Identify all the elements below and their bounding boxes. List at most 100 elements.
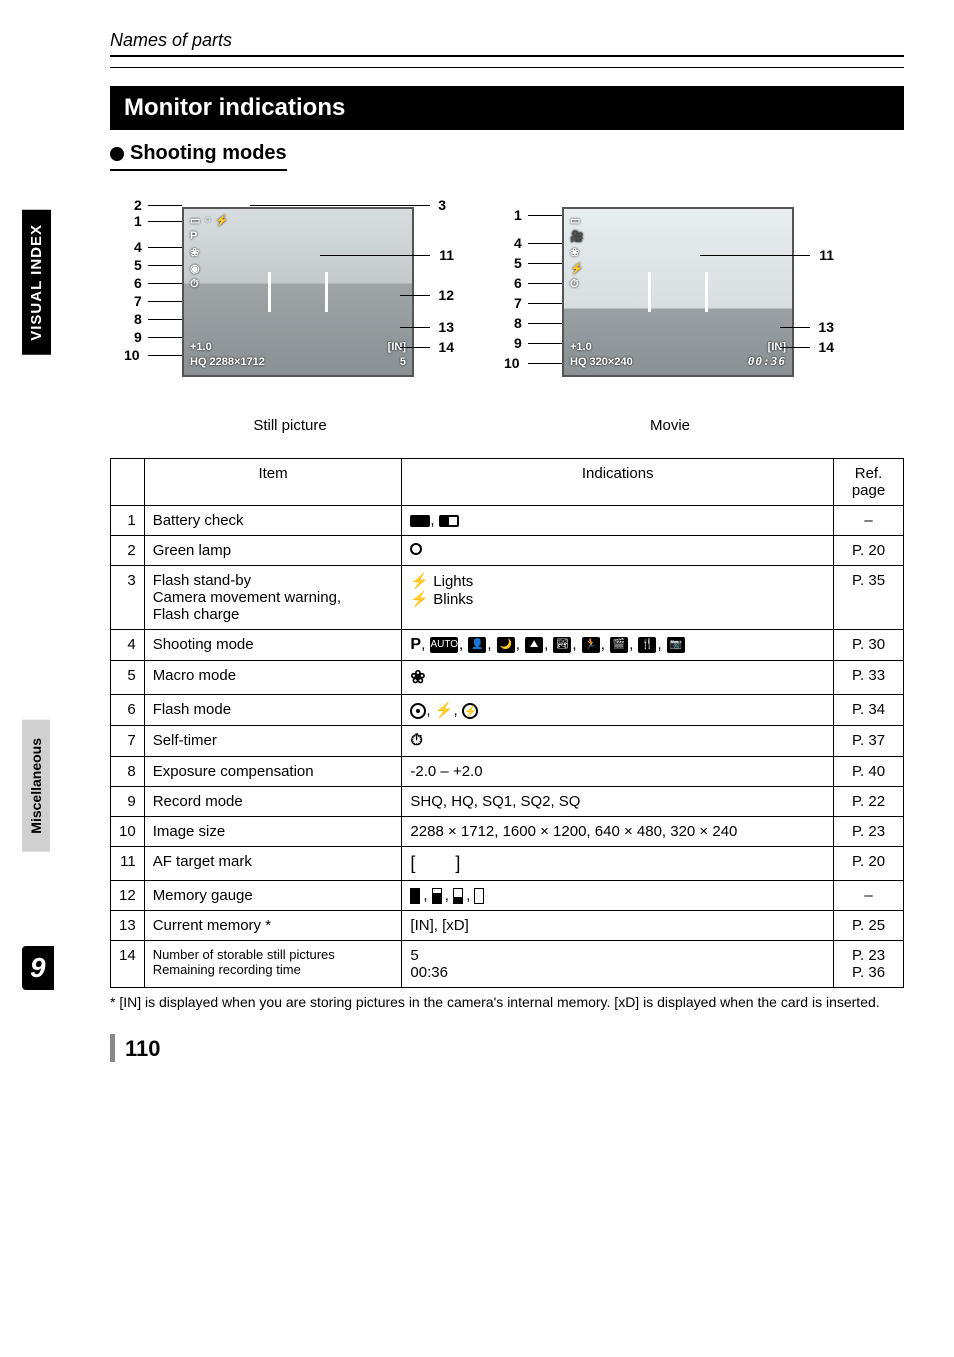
flash-off-icon: ⚡ xyxy=(462,703,478,719)
callout-number: 13 xyxy=(818,319,834,335)
flash-icon: ⚡ xyxy=(410,573,429,590)
selftimer-icon: ⏱ xyxy=(410,732,422,749)
row-ref-page: P. 23 P. 36 xyxy=(834,941,904,988)
indication-text: 2288 × 1712, 1600 × 1200, 640 × 480, 320… xyxy=(410,823,737,840)
row-ref-page: P. 40 xyxy=(834,757,904,787)
row-indications: ⏱ xyxy=(402,726,834,757)
macro-icon: ❀ xyxy=(410,667,425,687)
redeye-icon xyxy=(410,703,426,719)
overlay-bottom-left: +1.0 HQ 320×240 xyxy=(570,340,633,369)
diagram-caption: Movie xyxy=(650,417,690,434)
battery-full-icon xyxy=(410,515,430,527)
flash-blinks-label: Blinks xyxy=(433,591,473,608)
table-header-item: Item xyxy=(144,459,402,506)
row-indications: ❀ xyxy=(402,661,834,695)
table-header-indications: Indications xyxy=(402,459,834,506)
divider xyxy=(110,67,904,68)
row-indications xyxy=(402,536,834,566)
flash-lights-label: Lights xyxy=(433,573,473,590)
row-item: Current memory * xyxy=(144,911,402,941)
overlay-bottom-right: [IN] 5 xyxy=(388,340,406,369)
callout-number: 6 xyxy=(514,275,522,291)
overlay-left-stack: ▭ 🎥 ❀ ⚡ ⏱ xyxy=(570,213,584,291)
table-row: 12Memory gauge, , , – xyxy=(111,881,904,911)
bullet-icon xyxy=(110,147,124,161)
row-ref-page: P. 34 xyxy=(834,695,904,726)
row-number: 11 xyxy=(111,847,145,881)
row-indications: P, AUTO, 👤, 🌙, ⛰, 🏞, 🏃, 🎬, 🍴, 📷 xyxy=(402,630,834,661)
table-row: 9Record mode SHQ, HQ, SQ1, SQ2, SQ P. 22 xyxy=(111,787,904,817)
callout-number: 8 xyxy=(134,311,142,327)
row-item: Flash mode xyxy=(144,695,402,726)
row-number: 9 xyxy=(111,787,145,817)
af-bracket-icon: [ ] xyxy=(410,853,470,873)
green-lamp-icon xyxy=(410,543,422,555)
row-number: 14 xyxy=(111,941,145,988)
page-number-marker xyxy=(110,1034,115,1062)
flash-icon: ⚡ xyxy=(410,591,429,608)
row-ref-page: P. 30 xyxy=(834,630,904,661)
sidebar-tab-misc-group: Miscellaneous xyxy=(22,720,50,852)
sidebar-chapter-number-wrap: 9 xyxy=(22,940,54,990)
overlay-bottom-right: [IN] 00:36 xyxy=(748,340,786,369)
callout-number: 13 xyxy=(438,319,454,335)
row-ref-page: P. 37 xyxy=(834,726,904,757)
row-item: Number of storable still pictures Remain… xyxy=(144,941,402,988)
table-row: 4Shooting modeP, AUTO, 👤, 🌙, ⛰, 🏞, 🏃, 🎬,… xyxy=(111,630,904,661)
row-item: AF target mark xyxy=(144,847,402,881)
table-row: 2Green lampP. 20 xyxy=(111,536,904,566)
row-item: Record mode xyxy=(144,787,402,817)
table-row: 14Number of storable still pictures Rema… xyxy=(111,941,904,988)
sidebar-chapter-number: 9 xyxy=(22,946,54,990)
row-item: Exposure compensation xyxy=(144,757,402,787)
callout-number: 14 xyxy=(818,339,834,355)
table-header-ref: Ref. page xyxy=(834,459,904,506)
callout-number: 14 xyxy=(438,339,454,355)
indication-text: SHQ, HQ, SQ1, SQ2, SQ xyxy=(410,793,580,810)
indication-text: 5 00:36 xyxy=(410,947,448,981)
callout-number: 4 xyxy=(134,239,142,255)
footnote: * [IN] is displayed when you are storing… xyxy=(110,994,904,1010)
row-indications: ⚡ Lights⚡ Blinks xyxy=(402,566,834,630)
shooting-mode-icons: AUTO, 👤, 🌙, ⛰, 🏞, 🏃, 🎬, 🍴, 📷 xyxy=(429,636,685,653)
page-number-wrap: 110 xyxy=(110,1034,904,1062)
callout-number: 2 xyxy=(134,197,142,213)
callout-number: 6 xyxy=(134,275,142,291)
callout-number: 8 xyxy=(514,315,522,331)
row-number: 12 xyxy=(111,881,145,911)
row-ref-page: P. 22 xyxy=(834,787,904,817)
callout-number: 11 xyxy=(819,247,834,263)
callout-number: 10 xyxy=(124,347,140,363)
row-ref-page: – xyxy=(834,881,904,911)
breadcrumb: Names of parts xyxy=(110,30,904,51)
callout-number: 5 xyxy=(514,255,522,271)
overlay-left-stack: ▭○⚡ P ❀ ◉ ⏱ xyxy=(190,213,229,291)
table-row: 6Flash mode, ⚡, ⚡P. 34 xyxy=(111,695,904,726)
af-target-mark-icon xyxy=(648,272,708,312)
overlay-bottom-left: +1.0 HQ 2288×1712 xyxy=(190,340,265,369)
diagram-caption: Still picture xyxy=(253,417,326,434)
section-title: Monitor indications xyxy=(110,86,904,130)
row-indications: [IN], [xD] xyxy=(402,911,834,941)
mode-p-icon: P xyxy=(410,636,421,653)
callout-number: 9 xyxy=(514,335,522,351)
row-number: 5 xyxy=(111,661,145,695)
sidebar-tab-visual-index: VISUAL INDEX xyxy=(22,210,51,355)
row-item: Memory gauge xyxy=(144,881,402,911)
row-ref-page: P. 20 xyxy=(834,536,904,566)
indication-text: -2.0 – +2.0 xyxy=(410,763,482,780)
row-ref-page: P. 23 xyxy=(834,817,904,847)
callout-number: 3 xyxy=(438,197,446,213)
row-ref-page: P. 20 xyxy=(834,847,904,881)
row-number: 1 xyxy=(111,506,145,536)
table-row: 13Current memory *[IN], [xD]P. 25 xyxy=(111,911,904,941)
indications-table: Item Indications Ref. page 1Battery chec… xyxy=(110,458,904,988)
indication-text: [IN], [xD] xyxy=(410,917,468,934)
callout-number: 11 xyxy=(439,247,454,263)
lcd-screen-movie: ▭ 🎥 ❀ ⚡ ⏱ +1.0 HQ 320×240 [IN] 00:36 xyxy=(562,207,794,377)
row-indications: [ ] xyxy=(402,847,834,881)
divider xyxy=(110,55,904,57)
row-number: 10 xyxy=(111,817,145,847)
lcd-screen-still: ▭○⚡ P ❀ ◉ ⏱ +1.0 HQ 2288×1712 [IN] 5 xyxy=(182,207,414,377)
table-row: 11AF target mark [ ] P. 20 xyxy=(111,847,904,881)
